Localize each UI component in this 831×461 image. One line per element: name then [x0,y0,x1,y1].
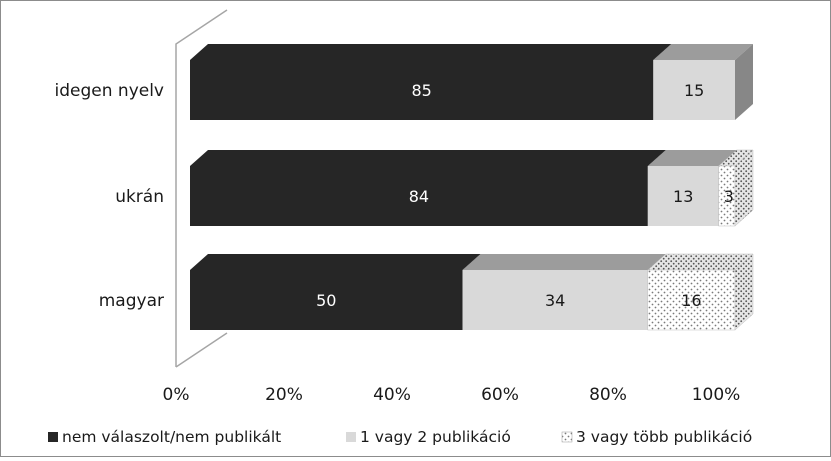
legend: nem válaszolt/nem publikált 1 vagy 2 publ… [48,428,752,446]
data-label: 3 [724,187,734,206]
bar-segment-1-2 [653,44,753,120]
x-tick-label: 40% [373,385,411,405]
x-tick-label: 20% [265,385,303,405]
bar-segment-3-3 [647,253,754,331]
data-label: 13 [673,187,693,206]
data-label: 84 [409,187,429,206]
legend-label: nem válaszolt/nem publikált [62,428,281,446]
category-label: magyar [99,291,164,311]
x-tick-label: 0% [163,385,190,405]
legend-swatch [561,431,573,443]
legend-label: 1 vagy 2 publikáció [360,428,511,446]
legend-swatch [48,432,58,442]
data-label: 85 [411,81,431,100]
legend-label: 3 vagy több publikáció [576,428,752,446]
axis-wall-line [175,9,228,367]
data-label: 15 [684,81,704,100]
bars-layer: 85 15 84 13 3 50 34 16 [190,44,754,331]
category-label: idegen nyelv [55,81,164,101]
bar-segment-2-3 [717,149,754,227]
category-label: ukrán [115,187,164,207]
axis-wall [175,9,228,368]
x-tick-label: 80% [589,385,627,405]
x-tick-label: 100% [692,385,741,405]
data-label: 16 [681,291,701,310]
x-axis-tick-labels: 0% 20% 40% 60% 80% 100% [163,385,741,405]
data-label: 34 [545,291,565,310]
data-label: 50 [316,291,336,310]
category-labels: idegen nyelv ukrán magyar [55,81,164,311]
x-tick-label: 60% [481,385,519,405]
legend-swatch [346,432,356,442]
axis-floor-line [175,332,228,368]
